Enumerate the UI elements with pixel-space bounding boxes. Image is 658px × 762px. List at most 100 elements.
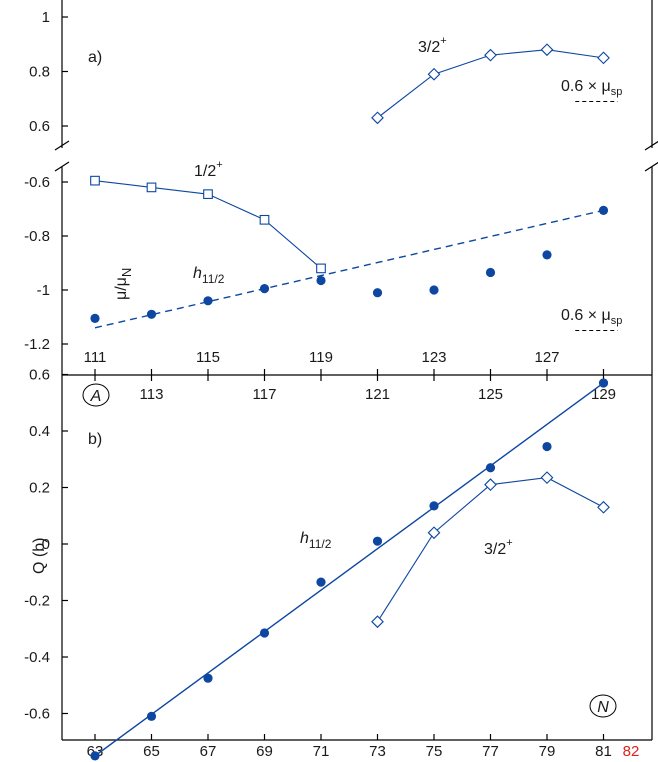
x-tick-label-a-outer: 117 xyxy=(253,386,277,403)
x-tick-label-b: 65 xyxy=(143,743,160,760)
panel-a-label: a) xyxy=(88,49,102,66)
mass-number-marker-letter: A xyxy=(90,388,102,405)
y-tick-label-b: -0.4 xyxy=(24,649,50,666)
ref-label-upper: 0.6 × μsp xyxy=(561,78,622,98)
ref-label-lower: 0.6 × μsp xyxy=(561,307,622,327)
x-tick-label-b: 79 xyxy=(539,743,556,760)
neutron-number-marker-circle xyxy=(589,694,617,718)
neutron-number-marker-letter: N xyxy=(597,699,609,716)
point-a-circle xyxy=(372,288,383,298)
neutron-number-marker: N xyxy=(589,694,617,718)
y-tick-label-a: -0.8 xyxy=(24,228,50,245)
x-tick-label-a-inner: 123 xyxy=(421,349,446,366)
annotation-a-h11-2: h11/2 xyxy=(193,265,225,286)
annotation-b-h-sub: 11/2 xyxy=(309,537,332,551)
point-b-diamond xyxy=(427,526,441,540)
y-tick-label-a: -1.2 xyxy=(24,336,50,353)
point-a-circle xyxy=(485,267,496,278)
point-a-square xyxy=(259,214,270,225)
point-a-circle xyxy=(259,284,270,294)
y-tick-label-a: 0.6 xyxy=(29,118,50,135)
point-a-circle xyxy=(598,205,609,215)
series-marks xyxy=(90,43,610,761)
annotation-a-3-2-text: 3/2 xyxy=(418,39,440,56)
y-tick-label-b: 0 xyxy=(42,536,50,553)
fit-line-a xyxy=(94,209,604,329)
point-a-diamond xyxy=(484,48,497,62)
point-b-circle xyxy=(485,463,496,473)
point-a-circle xyxy=(542,250,552,260)
y-tick-label-a: 0.8 xyxy=(29,64,50,81)
point-b-circle xyxy=(259,628,270,638)
point-b-circle xyxy=(316,577,326,587)
x-tick-label-a-outer: 113 xyxy=(140,386,164,403)
break-mark-left-2 xyxy=(54,161,70,172)
annotation-a-h: h xyxy=(193,265,202,282)
y-tick-label-b: 0.2 xyxy=(29,480,50,497)
point-a-circle xyxy=(146,309,157,319)
point-a-square xyxy=(146,182,157,193)
x-tick-label-b: 71 xyxy=(313,743,330,760)
axes-frame xyxy=(54,0,658,741)
tick-labels: 1 0.8 0.6 -0.6 -0.8 -1 -1.2 111 115 119 123 127 113 1… xyxy=(24,9,640,760)
annotation-b-3-2-sup: + xyxy=(506,537,512,549)
point-b-circle xyxy=(372,536,383,546)
point-a-circle xyxy=(90,313,100,323)
point-b-circle xyxy=(429,501,439,511)
point-b-diamond xyxy=(371,615,384,629)
annotation-b-h11-2: h11/2 xyxy=(300,530,332,551)
ref-label-upper-sub: sp xyxy=(611,86,623,98)
annotation-a-3-2-plus: 3/2+ xyxy=(418,35,447,56)
x-tick-label-b: 67 xyxy=(200,743,217,760)
point-b-diamond xyxy=(597,500,610,514)
y-tick-label-b: 0.6 xyxy=(29,367,50,384)
x-tick-label-a-inner: 119 xyxy=(309,349,333,366)
point-a-square xyxy=(90,175,100,186)
y-tick-label-a: -1 xyxy=(37,282,50,299)
point-a-circle xyxy=(316,275,326,286)
x-tick-label-b-82: 82 xyxy=(623,743,640,760)
x-tick-label-b: 81 xyxy=(595,743,612,760)
point-b-diamond xyxy=(484,478,497,492)
y-tick-label-b: 0.4 xyxy=(29,423,50,440)
point-b-diamond xyxy=(540,471,554,484)
annotation-a-1-2-plus: 1/2+ xyxy=(194,159,223,180)
annotation-a-1-2-sup: + xyxy=(216,159,222,171)
point-a-square xyxy=(316,263,326,274)
y-axis-label-a-sub: N xyxy=(119,268,134,277)
x-tick-label-a-outer: 125 xyxy=(478,386,503,403)
break-mark-left-1 xyxy=(54,140,70,151)
y-tick-label-a: -0.6 xyxy=(24,174,50,191)
mass-number-marker: A xyxy=(82,383,110,407)
x-tick-label-a-outer: 121 xyxy=(365,386,390,403)
annotation-a-1-2-text: 1/2 xyxy=(194,163,216,180)
ref-label-upper-text: 0.6 × μ xyxy=(561,78,611,95)
x-tick-label-a-inner: 127 xyxy=(534,349,559,366)
point-a-diamond xyxy=(597,51,610,65)
annotation-b-h: h xyxy=(300,530,309,547)
point-a-square xyxy=(203,189,213,200)
panel-b-label: b) xyxy=(88,431,102,448)
y-tick-label-a: 1 xyxy=(42,9,50,26)
y-tick-label-b: -0.2 xyxy=(24,593,50,610)
x-tick-label-b: 77 xyxy=(482,743,499,760)
x-tick-label-b: 73 xyxy=(369,743,386,760)
x-tick-label-a-inner: 115 xyxy=(196,349,220,366)
point-b-circle xyxy=(146,711,157,721)
ref-label-lower-text: 0.6 × μ xyxy=(561,307,611,324)
y-axis-label-a-mu: μ/μ xyxy=(113,277,130,300)
point-b-circle xyxy=(542,441,552,452)
point-b-circle xyxy=(203,673,213,683)
y-axis-label-a: μ/μN xyxy=(113,268,134,300)
break-mark-right-2 xyxy=(644,161,658,172)
point-a-circle xyxy=(429,285,439,295)
x-tick-label-a-outer: 129 xyxy=(591,386,616,403)
annotation-a-h-sub: 11/2 xyxy=(202,272,225,286)
x-tick-label-b: 75 xyxy=(426,743,443,760)
annotation-a-3-2-sup: + xyxy=(440,35,446,47)
break-mark-right-1 xyxy=(644,140,658,151)
annotation-b-3-2-plus: 3/2+ xyxy=(484,537,513,558)
point-a-diamond xyxy=(427,67,441,81)
y-axis-label-b: Q (b) xyxy=(31,538,48,574)
